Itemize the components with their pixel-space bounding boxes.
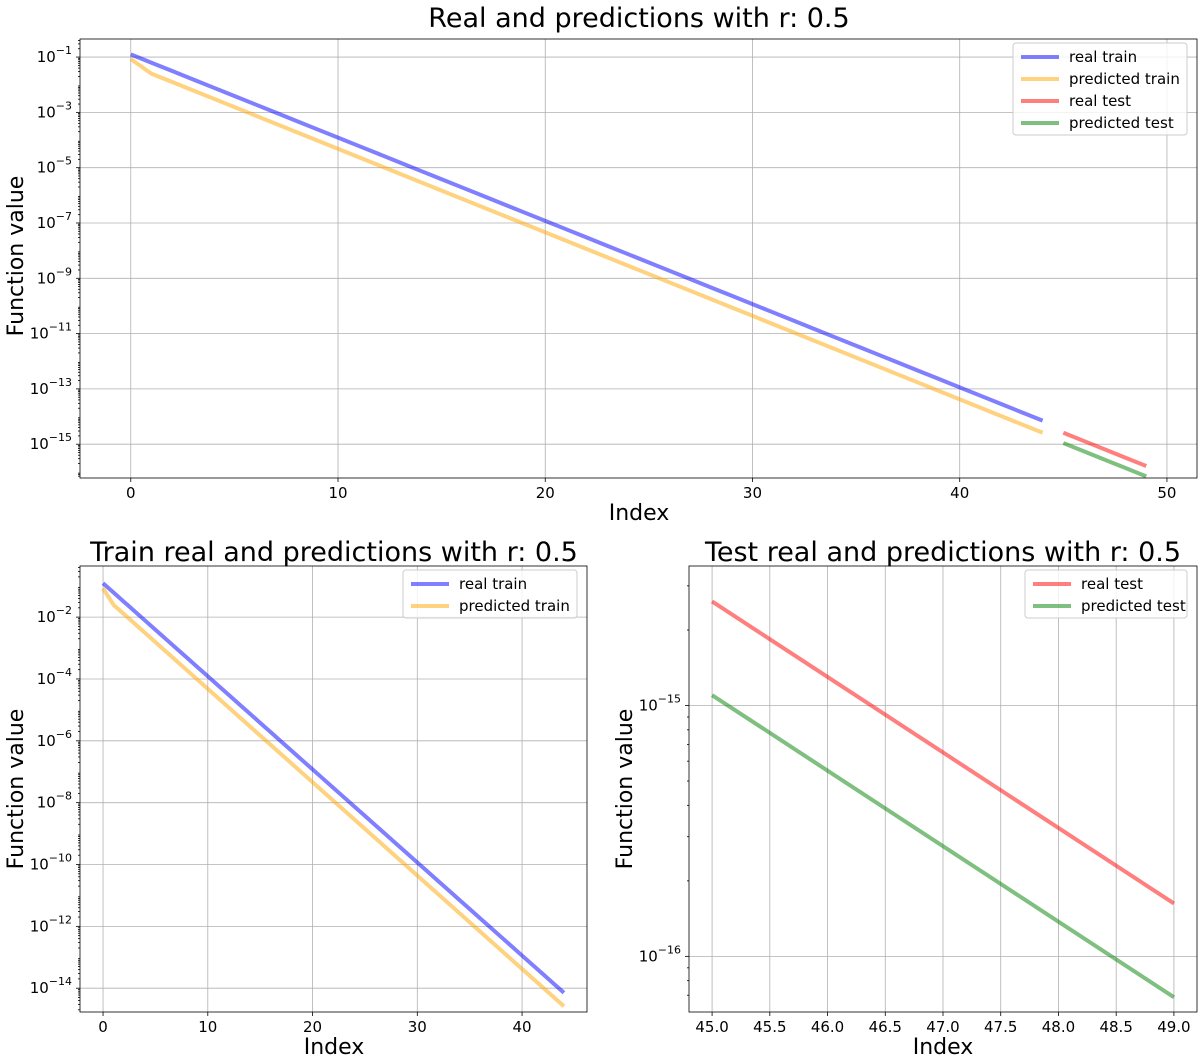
chart-test-y-tick-label: 10−16 bbox=[639, 943, 681, 965]
chart-main-series-predicted-test bbox=[1062, 441, 1147, 478]
chart-train-x-axis-label: Index bbox=[304, 1035, 365, 1060]
chart-train-frame bbox=[79, 565, 588, 1013]
chart-test-y-tick-label: 10−15 bbox=[639, 693, 681, 715]
chart-main-legend-entry: real test bbox=[1069, 92, 1131, 110]
chart-train-y-tick-label: 10−8 bbox=[37, 790, 72, 812]
chart-main-series-real-train bbox=[130, 52, 1044, 423]
chart-test-x-tick-label: 47.5 bbox=[984, 1018, 1017, 1036]
chart-test-legend-entry: real test bbox=[1081, 575, 1143, 593]
chart-train-x-tick-label: 0 bbox=[98, 1018, 108, 1036]
chart-test: Test real and predictions with r: 0.5 45… bbox=[613, 537, 1198, 1060]
chart-test-legend-entry: predicted test bbox=[1081, 597, 1186, 615]
chart-main-legend: real train predicted train real test predic… bbox=[1012, 42, 1188, 136]
chart-train-y-tick-label: 10−2 bbox=[37, 604, 72, 626]
chart-main-legend-entry: predicted train bbox=[1069, 70, 1180, 88]
chart-main: Real and predictions with r: 0.5 0 10 20 30… bbox=[4, 3, 1198, 526]
chart-train-series-real-train bbox=[101, 581, 566, 995]
chart-main-title: Real and predictions with r: 0.5 bbox=[428, 3, 849, 34]
chart-train-series-predicted-train bbox=[101, 587, 566, 1008]
chart-main-x-tick-label: 50 bbox=[1157, 484, 1176, 502]
chart-main-series-predicted-train bbox=[129, 57, 1044, 435]
chart-test-x-tick-label: 46.5 bbox=[869, 1018, 902, 1036]
chart-test-series-real-test bbox=[710, 599, 1176, 906]
chart-train-x-tick-label: 10 bbox=[198, 1018, 217, 1036]
chart-test-x-tick-label: 45.0 bbox=[695, 1018, 728, 1036]
chart-train-plot-area: 0 10 20 30 40 10−14 10−12 10−10 10−8 10−6 10−4 10−2… bbox=[30, 565, 588, 1036]
chart-test-plot-area: 45.0 45.5 46.0 46.5 47.0 47.5 48.0 48.5 49.0 10−1… bbox=[639, 565, 1198, 1036]
chart-main-x-tick-label: 30 bbox=[743, 484, 762, 502]
chart-main-y-tick-label: 10−11 bbox=[30, 321, 72, 343]
chart-test-x-tick-label: 46.0 bbox=[811, 1018, 844, 1036]
chart-train-x-tick-label: 20 bbox=[303, 1018, 322, 1036]
chart-test-series-predicted-test bbox=[710, 693, 1176, 999]
chart-main-frame bbox=[79, 38, 1198, 479]
chart-train-y-tick-label: 10−10 bbox=[30, 852, 72, 874]
chart-train-y-tick-label: 10−6 bbox=[37, 728, 72, 750]
chart-test-x-tick-label: 45.5 bbox=[753, 1018, 786, 1036]
chart-main-x-tick-label: 40 bbox=[950, 484, 969, 502]
chart-test-x-tick-label: 48.5 bbox=[1099, 1018, 1132, 1036]
chart-main-y-tick-label: 10−1 bbox=[37, 44, 72, 66]
chart-train-title: Train real and predictions with r: 0.5 bbox=[89, 537, 578, 568]
chart-test-legend: real test predicted test bbox=[1024, 569, 1188, 619]
chart-main-x-tick-label: 20 bbox=[536, 484, 555, 502]
chart-train: Train real and predictions with r: 0.5 0… bbox=[4, 537, 588, 1060]
chart-train-legend-entry: real train bbox=[459, 575, 527, 593]
chart-main-series-real-test bbox=[1062, 430, 1147, 468]
chart-test-frame bbox=[688, 565, 1198, 1013]
chart-train-y-axis-label: Function value bbox=[4, 709, 29, 870]
chart-test-x-tick-label: 49.0 bbox=[1157, 1018, 1190, 1036]
chart-test-x-tick-label: 48.0 bbox=[1042, 1018, 1075, 1036]
chart-test-title: Test real and predictions with r: 0.5 bbox=[704, 537, 1181, 568]
chart-train-x-tick-label: 30 bbox=[408, 1018, 427, 1036]
chart-main-x-tick-label: 0 bbox=[126, 484, 136, 502]
chart-main-y-axis-label: Function value bbox=[4, 176, 29, 337]
chart-train-x-tick-label: 40 bbox=[513, 1018, 532, 1036]
chart-train-y-tick-label: 10−14 bbox=[30, 975, 72, 997]
chart-main-x-axis-label: Index bbox=[609, 501, 670, 526]
chart-train-legend-entry: predicted train bbox=[459, 597, 570, 615]
chart-test-x-axis-label: Index bbox=[913, 1035, 974, 1060]
chart-main-x-tick-label: 10 bbox=[328, 484, 347, 502]
chart-main-legend-entry: predicted test bbox=[1069, 114, 1174, 132]
chart-main-plot-area: 0 10 20 30 40 50 10−15 10−13 10−11 10−9 10−7 10−5 10… bbox=[30, 38, 1198, 502]
chart-test-y-axis-label: Function value bbox=[613, 709, 638, 870]
chart-main-y-tick-label: 10−15 bbox=[30, 431, 72, 453]
chart-test-x-tick-label: 47.0 bbox=[926, 1018, 959, 1036]
chart-main-y-tick-label: 10−7 bbox=[37, 210, 72, 232]
chart-train-legend: real train predicted train bbox=[402, 569, 578, 619]
chart-train-y-tick-label: 10−12 bbox=[30, 913, 72, 935]
chart-main-legend-entry: real train bbox=[1069, 48, 1137, 66]
chart-main-y-tick-label: 10−13 bbox=[30, 376, 72, 398]
chart-main-y-tick-label: 10−3 bbox=[37, 99, 72, 121]
chart-train-y-tick-label: 10−4 bbox=[37, 666, 72, 688]
chart-main-y-tick-label: 10−9 bbox=[37, 265, 72, 287]
chart-main-y-tick-label: 10−5 bbox=[37, 155, 72, 177]
